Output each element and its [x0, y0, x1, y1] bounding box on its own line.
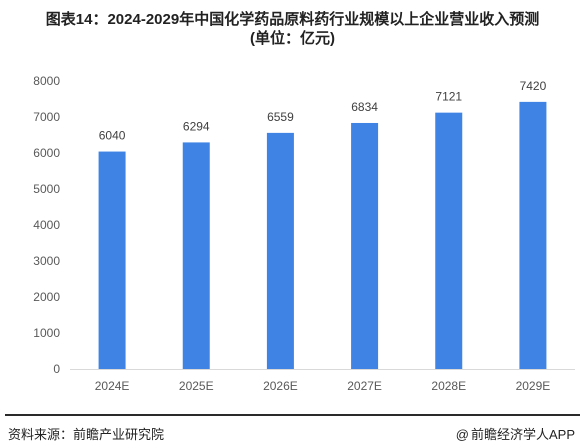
bar: [182, 142, 210, 369]
at-sign-icon: @: [455, 427, 469, 442]
x-tick-label: 2028E: [431, 379, 466, 393]
x-tick-label: 2025E: [179, 379, 214, 393]
y-tick-label: 0: [53, 362, 60, 376]
chart-title-block: 图表14：2024-2029年中国化学药品原料药行业规模以上企业营业收入预测 (…: [0, 10, 585, 48]
x-tick-label: 2024E: [95, 379, 130, 393]
source-note: 资料来源：前瞻产业研究院: [8, 427, 165, 442]
y-tick-label: 8000: [33, 74, 60, 88]
bar: [266, 132, 294, 369]
footer: 资料来源：前瞻产业研究院 @ 前瞻经济学人APP: [0, 414, 585, 448]
data-label: 6294: [183, 119, 210, 133]
y-tick-label: 1000: [33, 326, 60, 340]
y-tick-label: 5000: [33, 182, 60, 196]
chart-title: 图表14：2024-2029年中国化学药品原料药行业规模以上企业营业收入预测: [45, 11, 540, 28]
bar: [98, 151, 126, 369]
credit: @ 前瞻经济学人APP: [456, 424, 575, 443]
bar: [351, 122, 379, 369]
x-tick-label: 2026E: [263, 379, 298, 393]
y-tick-label: 3000: [33, 254, 60, 268]
data-label: 6834: [351, 100, 378, 114]
y-tick-label: 4000: [33, 218, 60, 232]
y-tick-label: 6000: [33, 146, 60, 160]
data-label: 7420: [520, 79, 547, 93]
chart-subtitle: (单位：亿元): [250, 30, 335, 47]
data-label: 6040: [99, 129, 126, 143]
bar: [519, 101, 547, 369]
bar: [435, 112, 463, 370]
x-tick-label: 2027E: [347, 379, 382, 393]
credit-text: 前瞻经济学人APP: [470, 427, 575, 442]
data-label: 6559: [267, 110, 294, 124]
y-tick-label: 7000: [33, 110, 60, 124]
footer-divider: [5, 414, 580, 416]
data-label: 7121: [435, 90, 462, 104]
x-tick-label: 2029E: [516, 379, 551, 393]
y-tick-label: 2000: [33, 290, 60, 304]
